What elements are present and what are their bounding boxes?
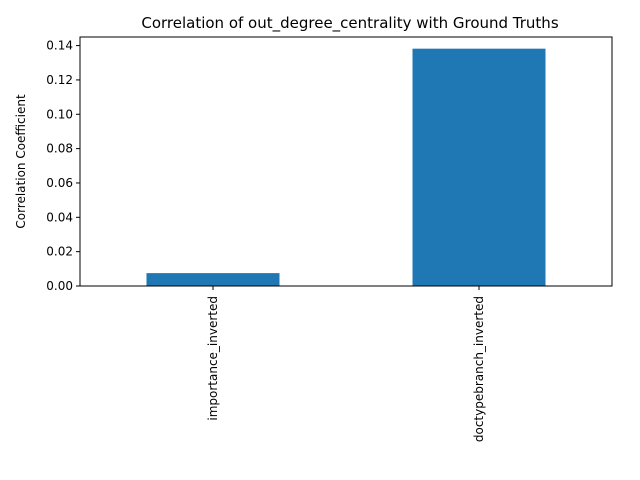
y-tick-label: 0.14 — [46, 39, 73, 53]
y-tick-label: 0.04 — [46, 210, 73, 224]
y-tick-label: 0.06 — [46, 176, 73, 190]
y-tick-label: 0.00 — [46, 279, 73, 293]
chart-title: Correlation of out_degree_centrality wit… — [141, 14, 558, 33]
y-axis-label: Correlation Coefficient — [14, 94, 28, 229]
bars-group — [146, 48, 546, 286]
y-tick-label: 0.08 — [46, 142, 73, 156]
x-tick-label: doctypebranch_inverted — [472, 296, 486, 442]
y-axis-ticks: 0.00 0.02 0.04 0.06 0.08 0.10 0.12 0.14 — [46, 39, 80, 293]
bar-doctypebranch-inverted — [412, 48, 546, 286]
y-tick-label: 0.12 — [46, 73, 73, 87]
x-tick-label: importance_inverted — [206, 296, 220, 421]
bar-importance-inverted — [146, 273, 280, 286]
y-tick-label: 0.02 — [46, 245, 73, 259]
x-axis-ticks: importance_inverted doctypebranch_inverte… — [206, 286, 486, 442]
plot-area-frame — [79, 36, 613, 287]
y-tick-label: 0.10 — [46, 107, 73, 121]
